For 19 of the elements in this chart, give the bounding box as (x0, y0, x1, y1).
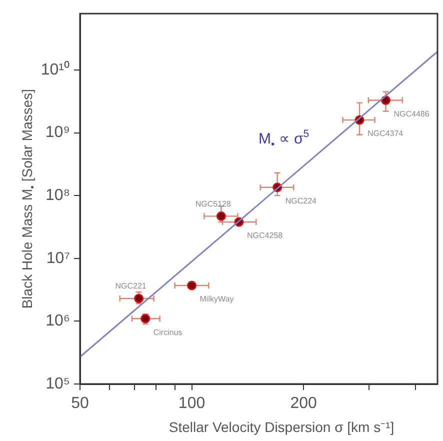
y-tick-label: 10⁶ (46, 312, 70, 330)
x-axis-title: Stellar Velocity Dispersion σ [km s⁻¹] (168, 418, 394, 435)
y-tick-label: 10⁸ (45, 186, 70, 204)
y-tick-label: 10⁷ (46, 250, 70, 267)
annotation: NGC221 (115, 282, 147, 291)
x-tick-label: 50 (71, 395, 89, 412)
y-tick-label: 10¹⁰ (40, 60, 70, 78)
x-tick-label: 200 (290, 395, 317, 412)
x-tick-label: 100 (178, 395, 206, 412)
y-axis-title: Black Hole Mass M• [Solar Masses] (18, 88, 39, 309)
y-tick-label: 10⁹ (45, 124, 70, 142)
annotation: NGC224 (285, 196, 318, 206)
annotation: Circinus (153, 328, 182, 337)
y-tick-label: 10⁵ (46, 375, 70, 392)
annotation: NGC5128 (195, 199, 232, 208)
annotation: NGC4486 (394, 109, 430, 118)
annotation: NGC4374 (368, 129, 404, 138)
annotation: MilkyWay (200, 294, 234, 304)
annotation: NGC4258 (246, 231, 284, 240)
